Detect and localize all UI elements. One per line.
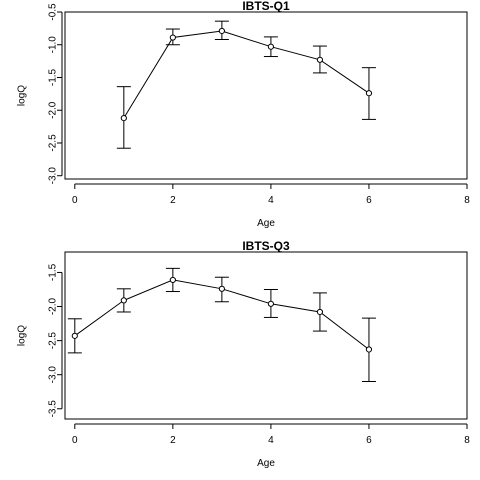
- chart1-data-point: [169, 34, 176, 41]
- chart2-title: IBTS-Q3: [242, 239, 290, 253]
- chart2-y-tick-label: -3.5: [48, 400, 59, 418]
- chart1-y-tick-label: -2.0: [48, 101, 59, 119]
- chart2-x-axis-label: Age: [257, 458, 275, 469]
- chart2-y-tick-label: -3.0: [48, 366, 59, 384]
- chart1-x-tick-label: 4: [268, 195, 274, 206]
- chart1-y-axis-label: logQ: [17, 85, 28, 106]
- chart1-data-point: [267, 43, 275, 50]
- chart1-data-point: [218, 27, 225, 35]
- chart1-x-axis-label: Age: [257, 218, 275, 229]
- chart2-x-tick-label: 2: [170, 435, 176, 446]
- chart2-x-tick-label: 4: [268, 435, 274, 446]
- chart1-data-point: [316, 56, 324, 63]
- chart1-y-tick-label: -2.5: [48, 134, 59, 152]
- chart1-y-tick-label: -3.0: [48, 167, 59, 185]
- chart1-x-tick-label: 6: [366, 195, 372, 206]
- chart2-plot-frame: [64, 251, 468, 420]
- chart1-y-tick-label: -1.5: [48, 68, 59, 86]
- chart2-data-point: [267, 300, 275, 307]
- chart2-data-point: [120, 297, 127, 304]
- chart2-data-point: [316, 308, 324, 316]
- chart1-y-tick-label: -0.5: [48, 3, 59, 21]
- chart2-x-tick-label: 0: [72, 435, 78, 446]
- chart1-title: IBTS-Q1: [242, 0, 290, 13]
- chart1-series-line: [123, 30, 370, 119]
- chart2-y-tick-label: -2.5: [48, 332, 59, 350]
- chart2-x-tick-label: 6: [366, 435, 372, 446]
- chart1-data-point: [120, 114, 127, 122]
- chart2-y-tick-label: -2.0: [48, 297, 59, 315]
- chart2-data-point: [169, 276, 176, 284]
- chart1-x-tick-label: 0: [72, 195, 78, 206]
- chart2-data-point: [365, 346, 373, 353]
- chart2-y-axis-label: logQ: [17, 325, 28, 346]
- chart2-data-point: [218, 285, 225, 292]
- chart1-x-tick-label: 2: [170, 195, 176, 206]
- chart1-y-tick-label: -1.0: [48, 36, 59, 54]
- chart2-y-tick-label: -1.5: [48, 263, 59, 281]
- chart1-x-tick-label: 8: [464, 195, 470, 206]
- chart1-data-point: [365, 90, 373, 97]
- chart2-data-point: [71, 332, 78, 339]
- chart2-x-tick-label: 8: [464, 435, 470, 446]
- chart1-plot-frame: [64, 11, 468, 180]
